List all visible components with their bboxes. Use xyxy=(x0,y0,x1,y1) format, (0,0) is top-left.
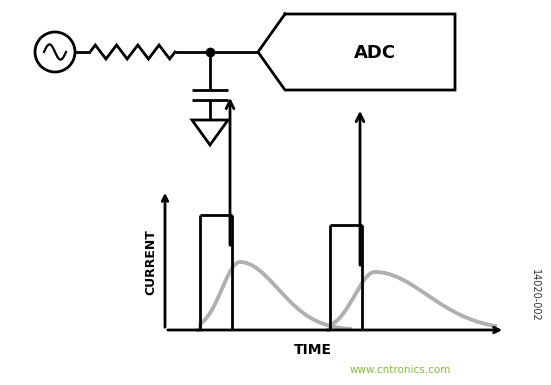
Text: CURRENT: CURRENT xyxy=(144,229,158,295)
Text: TIME: TIME xyxy=(294,343,332,357)
Text: 14020-002: 14020-002 xyxy=(530,269,540,321)
Text: ADC: ADC xyxy=(354,44,396,62)
Text: www.cntronics.com: www.cntronics.com xyxy=(349,365,451,375)
